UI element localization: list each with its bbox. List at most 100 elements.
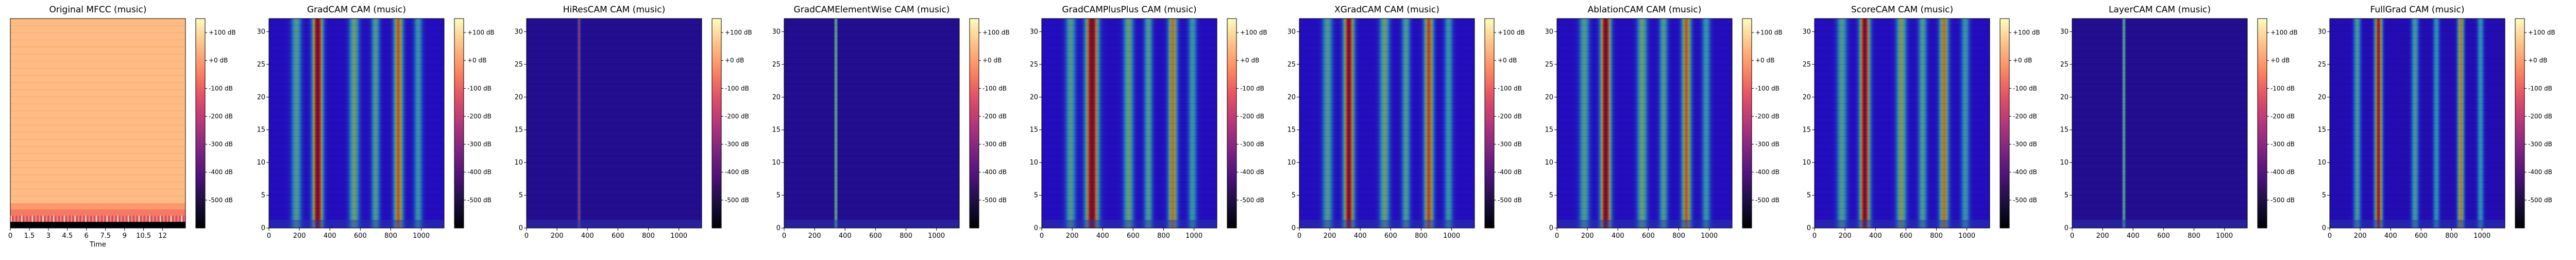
x-tick-label: 400 [2127,232,2140,240]
chart-title: HiResCAM CAM (music) [563,5,666,15]
x-tick-label: 6 [84,232,89,240]
x-tick-label: 800 [1930,232,1943,240]
cam-overlay [2330,19,2505,228]
colorbar-tick-label: -500 dB [2528,197,2552,204]
colorbar: +100 dB +0 dB -100 dB -200 dB -300 dB -400 dB… [454,18,495,229]
mfcc-body [10,19,185,203]
colorbar: +100 dB +0 dB -100 dB -200 dB -300 dB -400 dB… [1742,18,1783,229]
colorbar-bar [1999,18,2010,229]
y-tick-label: 15 [1546,126,1553,134]
x-tick-label: 600 [1900,232,1912,240]
plot-frame [2072,18,2248,229]
y-axis: 0 5 10 15 20 25 30 [514,28,527,232]
chart-title: Original MFCC (music) [49,5,146,15]
mfcc-speckle [110,216,112,222]
mfcc-speckle [84,216,87,222]
mfcc-speckle [131,216,133,222]
chart-title: GradCAMPlusPlus CAM (music) [1062,5,1196,15]
colorbar: +100 dB +0 dB -100 dB -200 dB -300 dB -400 dB… [1999,18,2040,229]
y-tick-label: 15 [515,126,523,134]
chart-title: AblationCAM CAM (music) [1588,5,1702,15]
colorbar-bar [454,18,464,229]
chart-panel-10: FullGrad CAM (music) 0 200 400 600 800 1000 0 5 1… [2317,0,2576,258]
colorbar-tick-label: -200 dB [1240,112,1264,120]
y-tick-label: 20 [258,93,265,101]
mfcc-speckle [81,216,83,222]
x-tick-label: 600 [1384,232,1397,240]
cam-bottom-rows [269,220,444,228]
y-tick-label: 20 [1288,93,1296,101]
colorbar-tick-label: -100 dB [1498,85,1522,92]
colorbar-tick-label: -300 dB [1240,141,1264,148]
mfcc-speckle [149,216,151,222]
mfcc-speckle [92,216,94,222]
x-tick-label: 0 [1297,232,1301,240]
x-tick-label: 0 [8,232,12,240]
mfcc-speckle [142,216,144,222]
y-tick-label: 15 [2318,126,2326,134]
cam-overlay [269,19,444,228]
y-tick-label: 5 [776,192,781,200]
chart-panel-3: HiResCAM CAM (music) 0 200 400 600 800 1000 0 5 1… [514,0,773,258]
mfcc-speckle [156,216,158,222]
x-tick-label: 400 [1096,232,1109,240]
chart-svg: HiResCAM CAM (music) 0 200 400 600 800 1000 0 5 1… [514,5,752,240]
x-tick-label: 0 [524,232,529,240]
x-tick-label: 0 [1040,232,1044,240]
colorbar-tick-label: +0 dB [467,57,486,64]
y-axis: 0 5 10 15 20 25 30 [2317,28,2330,232]
mfcc-speckle [177,216,179,222]
y-tick-label: 10 [515,159,523,167]
mfcc-speckle [67,216,69,222]
chart-panel-4: GradCAMElementWise CAM (music) 0 200 400 600… [772,0,1030,258]
mfcc-speckle [35,216,37,222]
x-tick-label: 200 [2354,232,2367,240]
x-tick-label: 0 [267,232,271,240]
x-tick-label: 800 [2445,232,2458,240]
colorbar-tick-label: -300 dB [209,141,233,148]
cam-bottom-rows [784,220,959,228]
y-axis: 0 5 10 15 20 25 30 [1029,28,1042,232]
colorbar-tick-label: +0 dB [2270,57,2290,64]
colorbar-tick-label: -300 dB [467,141,492,148]
colorbar-tick-label: -500 dB [982,197,1007,204]
colorbar-tick-label: -400 dB [2013,169,2037,176]
heatmap [10,18,187,228]
y-tick-label: 20 [2318,93,2326,101]
mfcc-speckle [46,216,47,222]
mfcc-speckle [159,216,161,222]
x-tick-label: 3 [46,232,50,240]
plot-frame [1299,18,1475,229]
colorbar-tick-label: -200 dB [1755,112,1780,120]
heatmap [1815,18,1990,228]
y-tick-label: 25 [1546,61,1553,69]
colorbar-tick-label: -500 dB [467,197,492,204]
y-tick-label: 15 [1803,126,1811,134]
x-axis: 0 200 400 600 800 1000 [2328,228,2490,240]
mfcc-speckle [10,216,12,222]
y-tick-label: 0 [2322,224,2326,232]
mfcc-speckle [60,216,62,222]
x-tick-label: 600 [612,232,624,240]
y-tick-label: 25 [773,61,781,69]
chart-svg: FullGrad CAM (music) 0 200 400 600 800 1000 0 5 1… [2317,5,2555,240]
y-axis: 0 5 10 15 20 25 30 [1287,28,1299,232]
heatmap [1042,18,1217,228]
x-tick-label: 200 [551,232,564,240]
colorbar-tick-label: -300 dB [2528,141,2552,148]
colorbar-tick-label: -500 dB [2270,197,2295,204]
cam-bottom-rows [1557,220,1732,228]
y-tick-label: 25 [1288,61,1296,69]
x-tick-label: 600 [869,232,882,240]
colorbar-tick-label: -100 dB [2528,85,2552,92]
x-axis: 0 200 400 600 800 1000 [524,228,687,240]
heatmap [1557,18,1732,228]
y-tick-label: 5 [1807,192,1811,200]
x-tick-label: 0 [2070,232,2074,240]
colorbar-tick-label: +0 dB [1755,57,1774,64]
colorbar: +100 dB +0 dB -100 dB -200 dB -300 dB -400 dB… [969,18,1010,229]
y-tick-label: 30 [773,28,781,36]
x-tick-label: 0 [2328,232,2332,240]
y-tick-label: 25 [1030,61,1038,69]
y-tick-label: 10 [1546,159,1553,167]
